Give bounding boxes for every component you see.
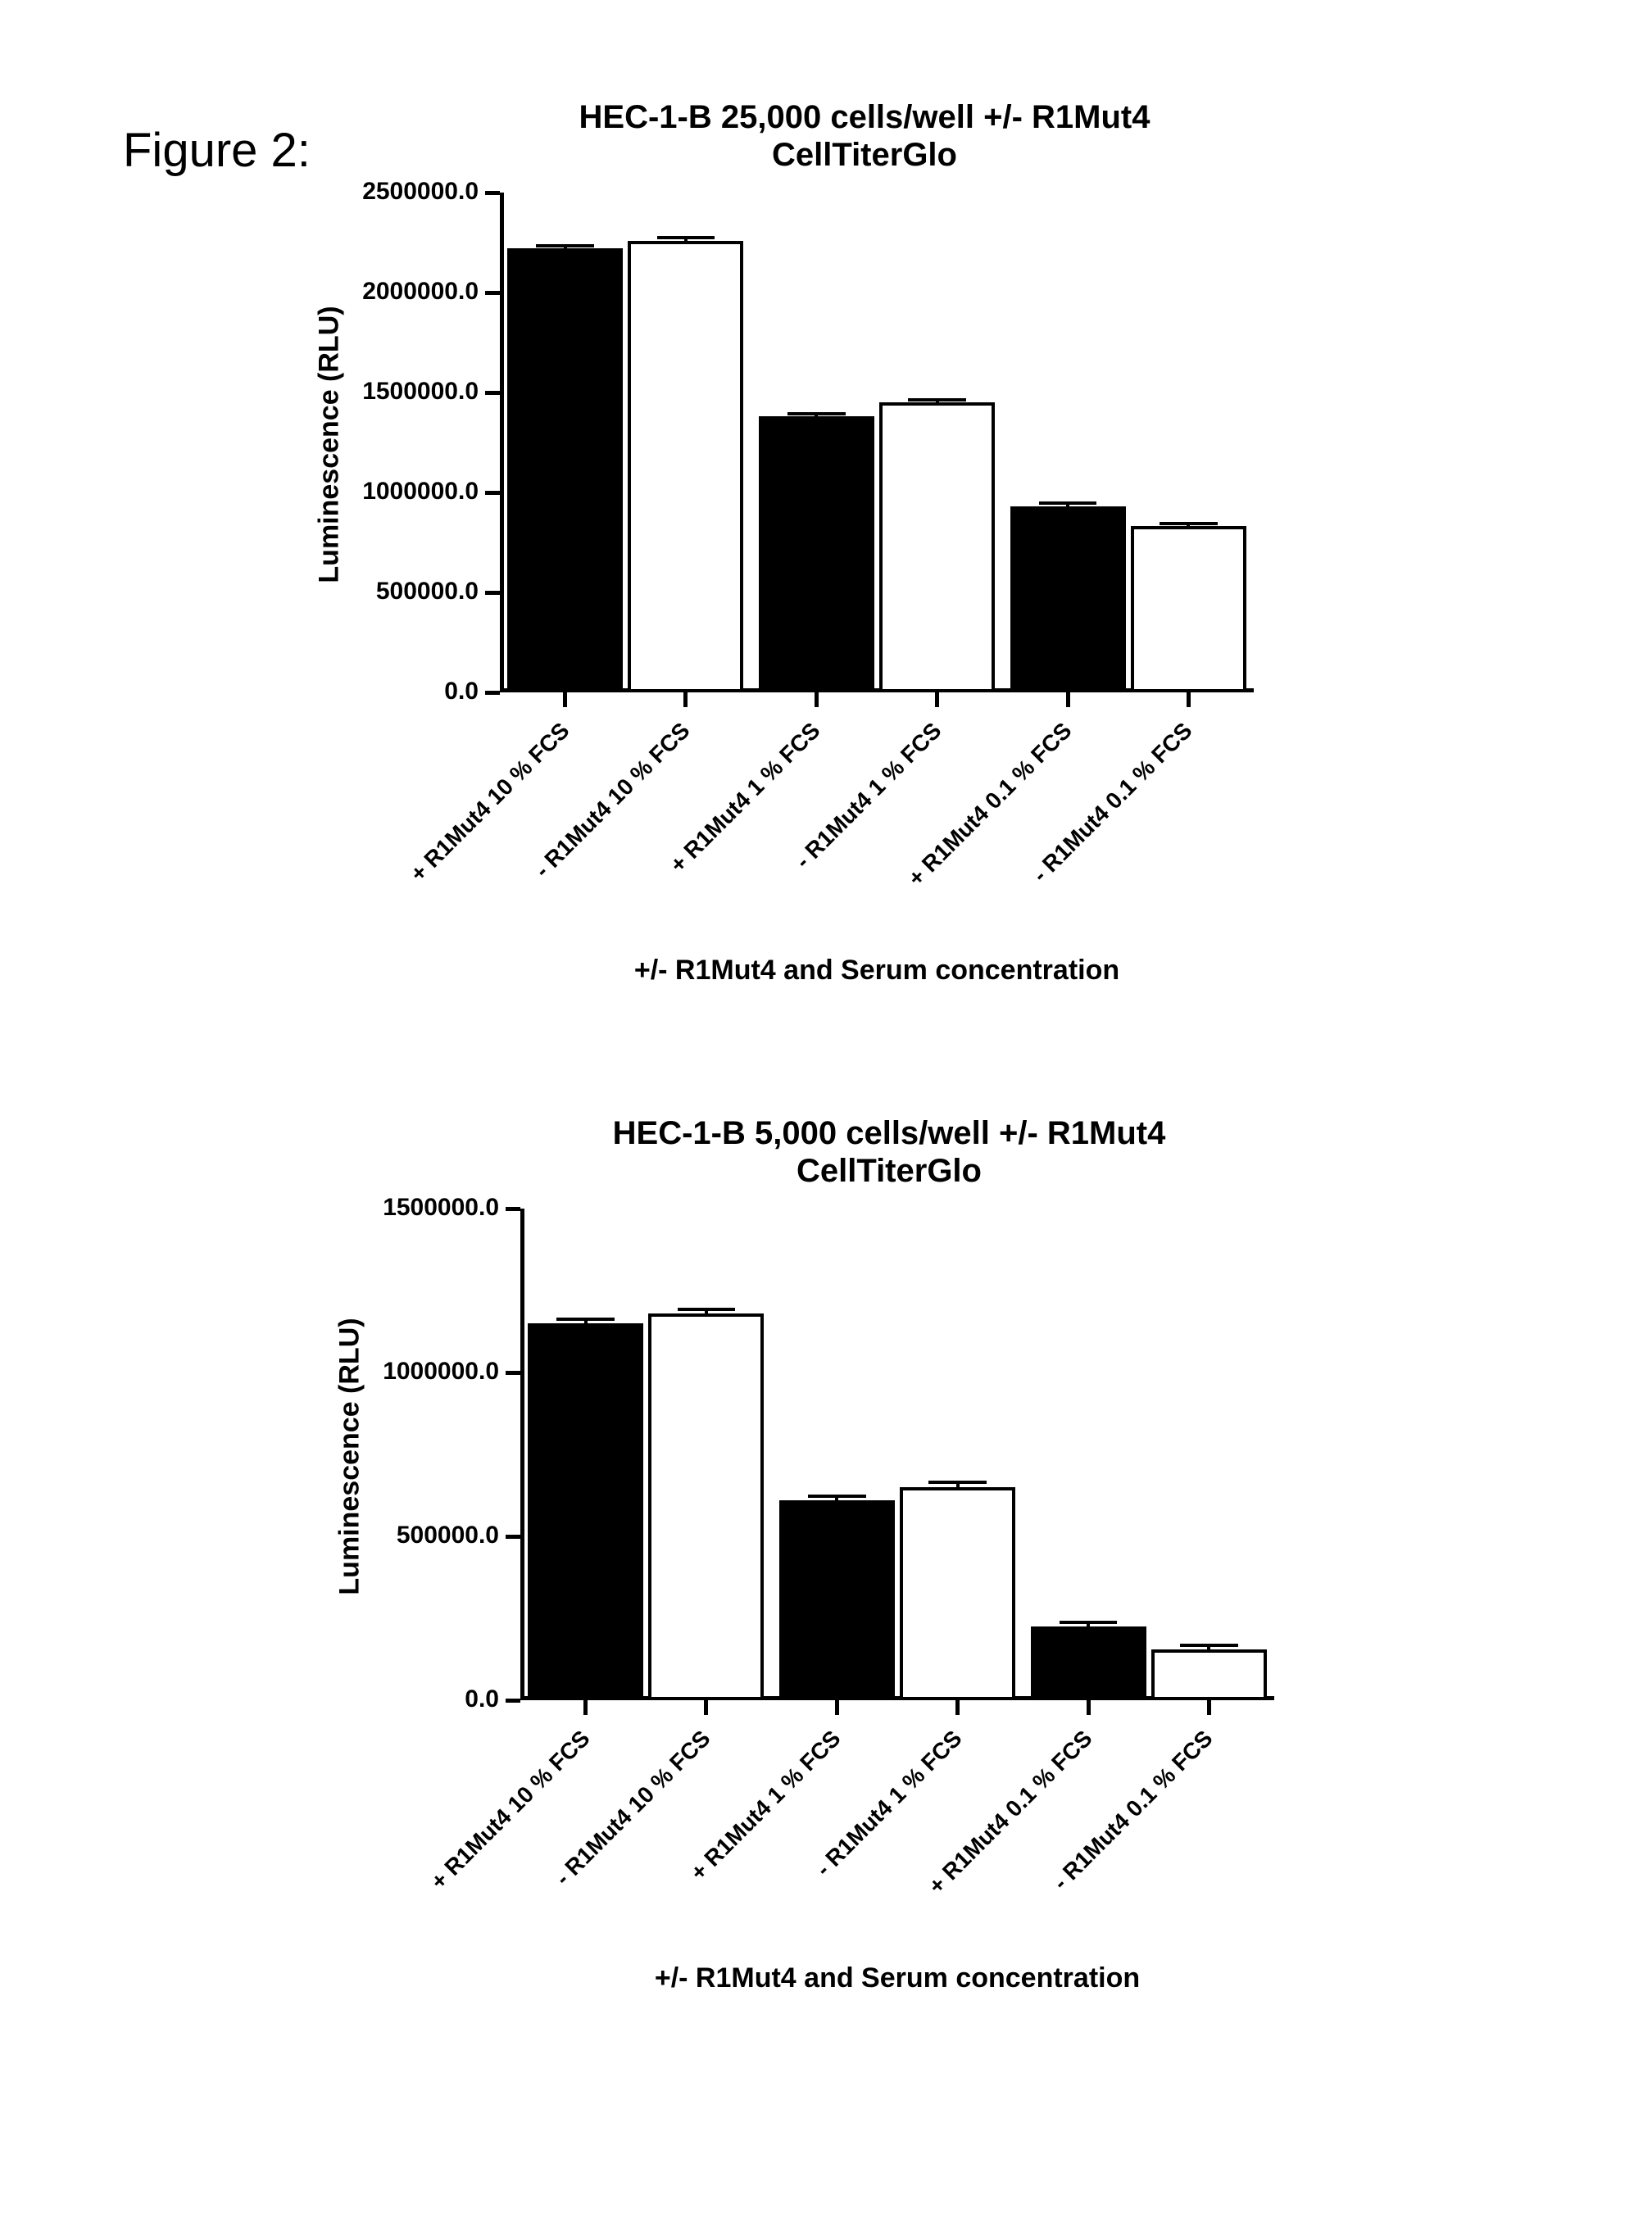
x-tick xyxy=(563,692,567,707)
error-bar-cap xyxy=(678,1308,736,1311)
error-bar-cap xyxy=(1039,501,1097,505)
bar xyxy=(779,1500,895,1700)
x-tick xyxy=(815,692,819,707)
y-tick xyxy=(485,591,500,595)
error-bar-cap xyxy=(1180,1644,1238,1647)
bar xyxy=(1010,506,1126,692)
x-tick xyxy=(955,1700,960,1715)
y-tick xyxy=(506,1535,520,1539)
figure-label: Figure 2: xyxy=(123,123,311,178)
bar xyxy=(879,402,995,692)
x-tick-label: + R1Mut4 0.1 % FCS xyxy=(847,1726,1097,1976)
error-bar-cap xyxy=(808,1495,866,1498)
x-tick-label: - R1Mut4 0.1 % FCS xyxy=(947,718,1197,968)
error-bar-cap xyxy=(908,398,966,401)
y-axis-title: Luminescence (RLU) xyxy=(334,1211,366,1703)
y-tick xyxy=(485,291,500,295)
y-tick xyxy=(506,1207,520,1211)
x-tick-label: + R1Mut4 1 % FCS xyxy=(575,718,825,968)
chart-top: HEC-1-B 25,000 cells/well +/- R1Mut4 Cel… xyxy=(352,98,1377,174)
x-tick xyxy=(683,692,688,707)
x-tick xyxy=(1066,692,1070,707)
y-axis xyxy=(520,1209,524,1700)
x-tick-label: - R1Mut4 10 % FCS xyxy=(465,1726,715,1976)
x-tick xyxy=(835,1700,839,1715)
bar xyxy=(1131,526,1246,692)
y-tick xyxy=(506,1371,520,1375)
chart-bottom: HEC-1-B 5,000 cells/well +/- R1Mut4 Cell… xyxy=(377,1114,1401,1190)
y-tick xyxy=(485,691,500,695)
x-axis-title: +/- R1Mut4 and Serum concentration xyxy=(500,955,1254,987)
x-tick-label: - R1Mut4 1 % FCS xyxy=(696,718,946,968)
bar xyxy=(648,1313,764,1700)
x-tick xyxy=(935,692,939,707)
x-tick-label: - R1Mut4 10 % FCS xyxy=(445,718,695,968)
plot-area: 0.0500000.01000000.01500000.02000000.025… xyxy=(500,193,1254,692)
plot-area: 0.0500000.01000000.01500000.0Luminescenc… xyxy=(520,1209,1274,1700)
x-tick xyxy=(1087,1700,1091,1715)
error-bar-cap xyxy=(928,1481,987,1484)
y-tick xyxy=(485,491,500,495)
x-tick xyxy=(1187,692,1191,707)
error-bar-cap xyxy=(536,244,594,247)
chart-title: HEC-1-B 25,000 cells/well +/- R1Mut4 Cel… xyxy=(352,98,1377,174)
bar xyxy=(1151,1649,1267,1700)
x-tick-label: - R1Mut4 1 % FCS xyxy=(716,1726,966,1976)
bar xyxy=(528,1323,643,1700)
y-tick xyxy=(485,391,500,395)
error-bar-cap xyxy=(1060,1621,1118,1624)
bar xyxy=(759,416,874,692)
error-bar-cap xyxy=(787,412,846,415)
x-tick-label: - R1Mut4 0.1 % FCS xyxy=(968,1726,1218,1976)
x-tick-label: + R1Mut4 10 % FCS xyxy=(345,1726,595,1976)
y-tick xyxy=(485,191,500,195)
y-axis-title: Luminescence (RLU) xyxy=(314,199,346,691)
error-bar-cap xyxy=(657,236,715,239)
x-tick-label: + R1Mut4 0.1 % FCS xyxy=(827,718,1077,968)
x-tick xyxy=(704,1700,708,1715)
x-axis-title: +/- R1Mut4 and Serum concentration xyxy=(520,1962,1274,1994)
bar xyxy=(507,248,623,692)
chart-title: HEC-1-B 5,000 cells/well +/- R1Mut4 Cell… xyxy=(377,1114,1401,1190)
bar xyxy=(628,241,743,692)
y-tick xyxy=(506,1699,520,1703)
x-tick xyxy=(583,1700,588,1715)
x-tick-label: + R1Mut4 10 % FCS xyxy=(324,718,574,968)
y-axis xyxy=(500,193,504,692)
x-tick-label: + R1Mut4 1 % FCS xyxy=(596,1726,846,1976)
bar xyxy=(900,1487,1015,1700)
bar xyxy=(1031,1626,1146,1700)
error-bar-cap xyxy=(1160,522,1218,525)
x-tick xyxy=(1207,1700,1211,1715)
error-bar-cap xyxy=(556,1318,615,1321)
